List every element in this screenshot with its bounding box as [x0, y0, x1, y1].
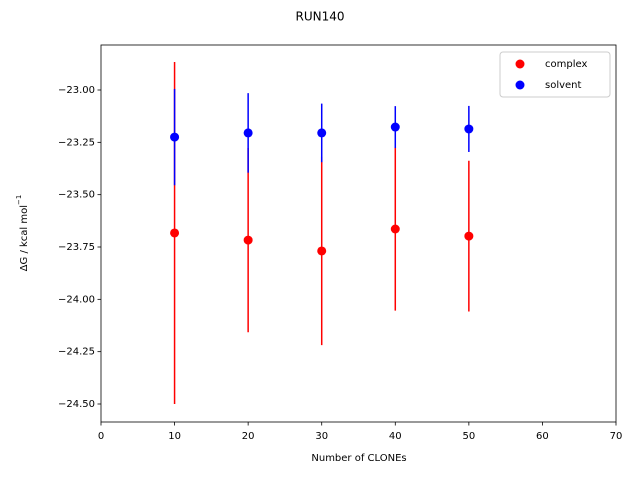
legend-label: complex [545, 59, 587, 70]
point [170, 132, 180, 142]
chart-title: RUN140 [295, 10, 344, 24]
x-tick-label: 0 [98, 431, 104, 442]
x-tick-label: 10 [168, 431, 181, 442]
point [170, 228, 180, 238]
point [243, 128, 253, 138]
x-tick-label: 20 [242, 431, 255, 442]
y-tick-label: −24.50 [58, 399, 95, 410]
legend-marker [515, 80, 525, 90]
x-axis-label: Number of CLONEs [311, 453, 406, 464]
y-tick-label: −23.25 [58, 137, 95, 148]
x-tick-label: 30 [315, 431, 328, 442]
y-axis-label: ΔG / kcal mol−1 [15, 195, 30, 272]
x-tick-label: 50 [462, 431, 475, 442]
point [317, 246, 327, 256]
y-tick-label: −23.75 [58, 242, 95, 253]
point [464, 124, 474, 134]
x-tick-label: 70 [610, 431, 623, 442]
point [390, 224, 400, 234]
point [390, 122, 400, 132]
legend-marker [515, 59, 525, 69]
x-tick-label: 60 [536, 431, 549, 442]
y-axis-label-sup: −1 [15, 195, 23, 205]
y-tick-label: −23.50 [58, 190, 95, 201]
legend-label: solvent [545, 80, 582, 91]
y-tick-label: −24.00 [58, 294, 95, 305]
point [317, 128, 327, 138]
legend-box [499, 51, 611, 98]
x-tick-label: 40 [389, 431, 402, 442]
y-axis-label-main: ΔG / kcal mol [19, 205, 30, 271]
y-tick-label: −24.25 [58, 347, 95, 358]
y-tick-label: −23.00 [58, 85, 95, 96]
point [243, 235, 253, 245]
plot-frame [100, 44, 617, 423]
point [464, 231, 474, 241]
